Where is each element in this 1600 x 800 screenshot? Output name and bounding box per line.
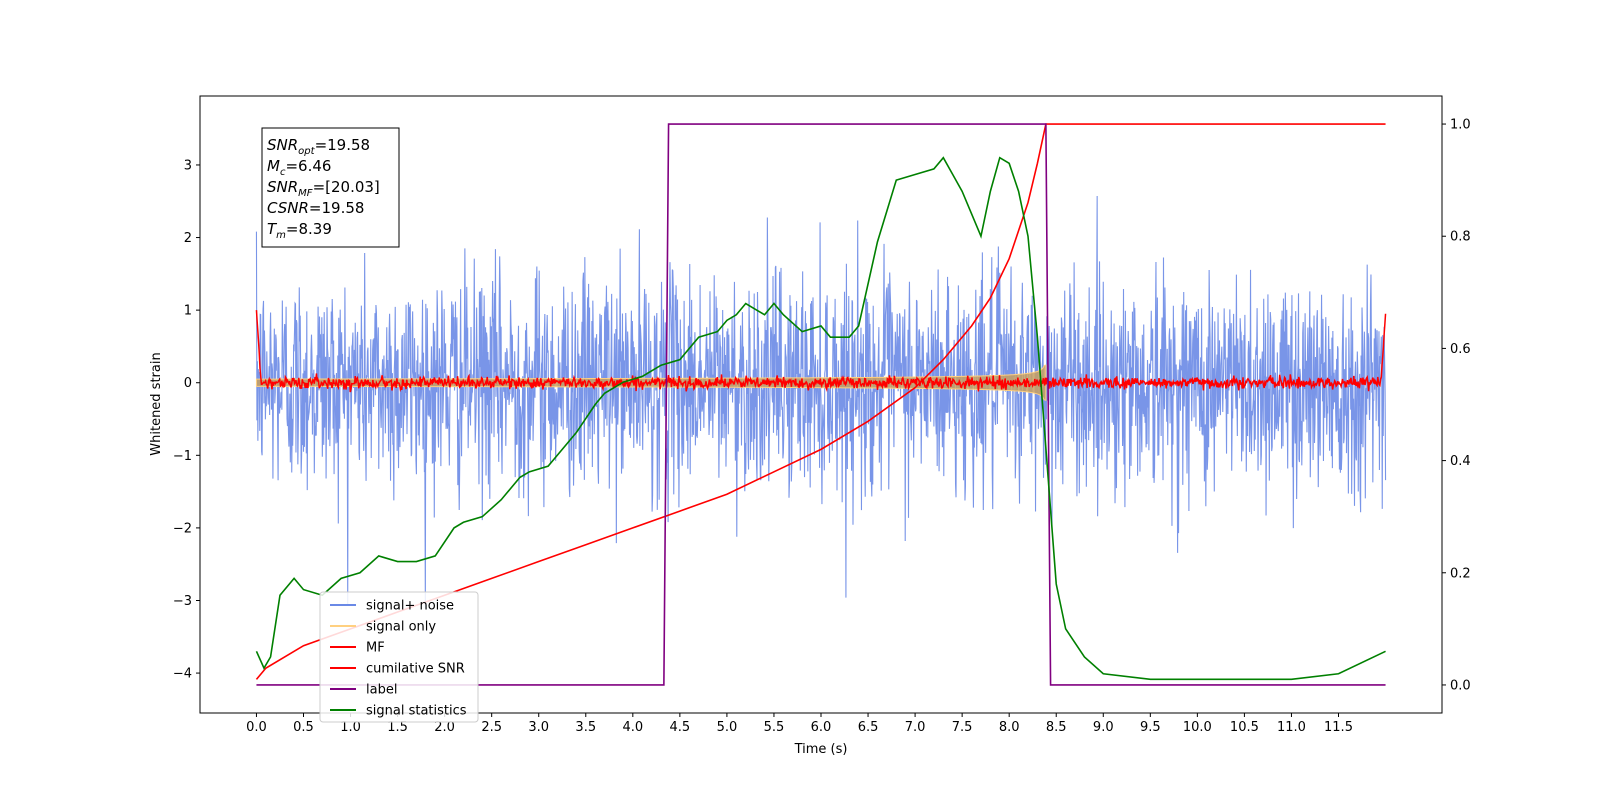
x-tick-label: 1.0: [340, 720, 361, 735]
y-tick-label: −4: [173, 667, 192, 682]
legend-label: signal only: [366, 620, 436, 635]
x-tick-label: 4.0: [622, 720, 643, 735]
y-right-tick-label: 0.2: [1450, 566, 1471, 581]
x-tick-label: 6.0: [811, 720, 832, 735]
x-tick-label: 2.5: [481, 720, 502, 735]
y-tick-label: −2: [173, 521, 192, 536]
legend-label: cumilative SNR: [366, 662, 465, 677]
y-tick-label: 3: [184, 158, 192, 173]
x-tick-label: 4.5: [670, 720, 691, 735]
y-axis-label: Whitened strain: [149, 352, 164, 455]
x-tick-label: 0.5: [293, 720, 314, 735]
x-tick-label: 6.5: [858, 720, 879, 735]
y-right-tick-label: 0.6: [1450, 342, 1471, 357]
info-line: SNRopt=19.58: [267, 136, 370, 157]
x-tick-label: 3.5: [575, 720, 596, 735]
series-label-line: [256, 123, 1386, 686]
legend: signal+ noise signal only MF cumilative SNR…: [319, 591, 479, 723]
info-line: CSNR=19.58: [267, 199, 364, 217]
x-tick-label: 10.0: [1183, 720, 1212, 735]
x-tick-label: 8.0: [999, 720, 1020, 735]
series-signal-noise-line: [255, 195, 1387, 609]
y-tick-label: −3: [173, 594, 192, 609]
x-tick-label: 10.5: [1230, 720, 1259, 735]
info-line: Tm=8.39: [267, 220, 332, 241]
legend-frame: [319, 591, 479, 723]
x-tick-label: 9.0: [1093, 720, 1114, 735]
y-tick-label: −1: [173, 449, 192, 464]
y-tick-label: 0: [184, 376, 192, 391]
info-box: SNRopt=19.58Mc=6.46SNRMF=[20.03]CSNR=19.…: [261, 127, 400, 248]
y-tick-label: 2: [184, 231, 192, 246]
legend-label: label: [366, 683, 397, 698]
y-tick-label: 1: [184, 304, 192, 319]
info-box-frame: [261, 127, 400, 248]
y-right-tick-label: 0.4: [1450, 454, 1471, 469]
x-tick-label: 2.0: [434, 720, 455, 735]
x-axis-label: Time (s): [794, 742, 848, 757]
y-right-tick-label: 0.8: [1450, 230, 1471, 245]
x-tick-label: 9.5: [1140, 720, 1161, 735]
y-axis-left: 3 2 1 0 −1 −2 −3 −4: [173, 158, 200, 682]
y-right-tick-label: 0.0: [1450, 678, 1471, 693]
series-mf-line: [255, 310, 1387, 393]
x-tick-label: 7.5: [952, 720, 973, 735]
x-axis: 0.0 0.5 1.0 1.5 2.0 2.5 3.0 3.5 4.0 4.5 5.0 5.5 6.0 6…: [246, 713, 1353, 735]
series-signal-statistics-line: [255, 156, 1386, 681]
x-tick-label: 5.0: [717, 720, 738, 735]
info-line: Mc=6.46: [267, 157, 331, 178]
x-tick-label: 8.5: [1046, 720, 1067, 735]
x-tick-label: 1.5: [387, 720, 408, 735]
x-tick-label: 11.0: [1277, 720, 1306, 735]
legend-label: signal+ noise: [366, 599, 454, 614]
x-tick-label: 5.5: [764, 720, 785, 735]
legend-label: MF: [366, 641, 385, 656]
x-tick-label: 7.0: [905, 720, 926, 735]
series-layer: [255, 123, 1387, 686]
x-tick-label: 11.5: [1324, 720, 1353, 735]
y-axis-right: 0.0 0.2 0.4 0.6 0.8 1.0: [1442, 118, 1471, 693]
info-line: SNRMF=[20.03]: [267, 178, 380, 199]
y-right-tick-label: 1.0: [1450, 118, 1471, 133]
x-tick-label: 0.0: [246, 720, 267, 735]
legend-label: signal statistics: [366, 704, 467, 719]
x-tick-label: 3.0: [528, 720, 549, 735]
